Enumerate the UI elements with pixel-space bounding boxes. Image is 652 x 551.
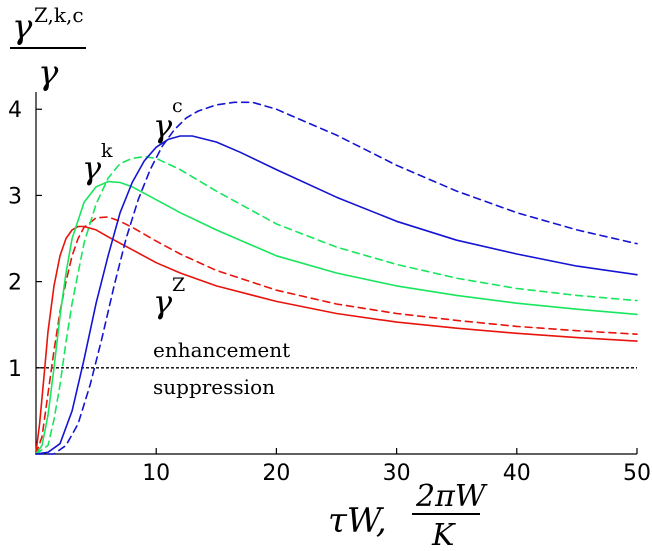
x-tick-label: 50 bbox=[623, 461, 651, 486]
x-label-numerator: 2πW bbox=[415, 479, 488, 514]
curve-label-Z-base: γ bbox=[153, 283, 173, 321]
x-axis-label: τW, 2πW K bbox=[328, 479, 488, 551]
annotation-suppression: suppression bbox=[153, 375, 275, 399]
y-label-superscript: Z,k,c bbox=[34, 3, 84, 27]
y-axis-label: γ Z,k,c γ bbox=[10, 3, 86, 93]
annotation-enhancement: enhancement bbox=[153, 338, 290, 362]
series-line-k-dashed bbox=[35, 155, 638, 455]
y-label-base: γ bbox=[12, 7, 33, 47]
series-line-k bbox=[35, 180, 638, 455]
y-tick-label: 3 bbox=[8, 184, 22, 209]
curve-label-k-sup: k bbox=[101, 140, 113, 162]
x-label-prefix: τW, bbox=[328, 501, 387, 541]
series-line-Z-dashed bbox=[35, 216, 638, 455]
x-ticks: 10 20 30 40 50 bbox=[142, 448, 651, 486]
x-tick-label: 10 bbox=[142, 461, 170, 486]
series-line-c bbox=[35, 135, 638, 455]
series-line-Z bbox=[35, 225, 638, 454]
curve-label-c-sup: c bbox=[172, 95, 183, 117]
x-label-denominator: K bbox=[431, 518, 456, 546]
x-tick-label: 30 bbox=[383, 461, 411, 486]
y-tick-label: 1 bbox=[8, 357, 22, 382]
curve-label-k-base: γ bbox=[82, 149, 102, 187]
curve-label-Z: γ Z bbox=[153, 274, 185, 321]
y-tick-label: 4 bbox=[8, 98, 22, 123]
curve-label-c: γ c bbox=[153, 95, 183, 145]
y-label-denominator: γ bbox=[38, 53, 59, 93]
series-line-c-dashed bbox=[35, 101, 638, 455]
series-group bbox=[35, 101, 638, 455]
curve-label-k: γ k bbox=[82, 140, 113, 187]
y-ticks: 1 2 3 4 bbox=[8, 98, 42, 382]
x-tick-label: 40 bbox=[503, 461, 531, 486]
curve-label-c-base: γ bbox=[153, 107, 173, 145]
curve-label-Z-sup: Z bbox=[172, 274, 185, 296]
x-tick-label: 20 bbox=[262, 461, 290, 486]
y-tick-label: 2 bbox=[8, 271, 22, 296]
